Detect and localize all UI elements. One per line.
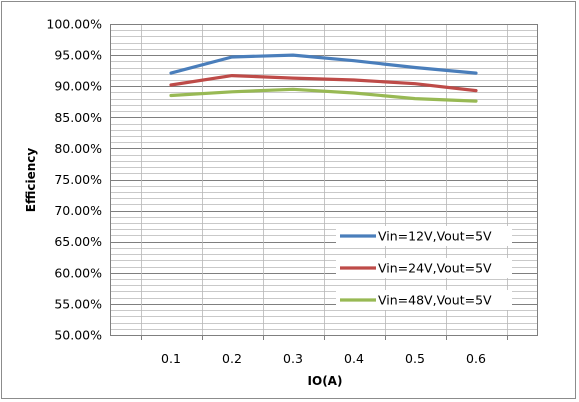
legend-item-bg xyxy=(336,290,512,310)
legend-item-bg xyxy=(336,258,512,278)
plot-area xyxy=(110,24,538,336)
y-axis-title: Efficiency xyxy=(24,148,38,213)
x-tick-label: 0.6 xyxy=(466,351,486,366)
y-tick-label: 95.00% xyxy=(54,48,102,63)
y-tick-label: 50.00% xyxy=(54,328,102,343)
x-axis-ticks: 0.1 0.2 0.3 0.4 0.5 0.6 xyxy=(141,335,508,366)
y-tick-label: 100.00% xyxy=(46,17,102,32)
legend-label-1: Vin=12V,Vout=5V xyxy=(378,229,492,244)
y-tick-label: 85.00% xyxy=(54,110,102,125)
series-line-1 xyxy=(169,53,478,75)
legend-item-bg xyxy=(336,226,512,246)
y-tick-label: 60.00% xyxy=(54,265,102,280)
series-line-3 xyxy=(169,87,478,103)
x-tick-label: 0.5 xyxy=(405,351,425,366)
legend-label-3: Vin=48V,Vout=5V xyxy=(378,293,492,308)
y-tick-label: 70.00% xyxy=(54,203,102,218)
x-tick-label: 0.2 xyxy=(222,351,242,366)
y-tick-label: 65.00% xyxy=(54,234,102,249)
y-tick-label: 80.00% xyxy=(54,141,102,156)
series-line-2 xyxy=(169,73,478,93)
x-tick-label: 0.4 xyxy=(344,351,364,366)
x-tick-label: 0.3 xyxy=(283,351,303,366)
x-axis-title: IO(A) xyxy=(308,374,343,388)
y-tick-label: 75.00% xyxy=(54,172,102,187)
legend-label-2: Vin=24V,Vout=5V xyxy=(378,261,492,276)
x-tick-label: 0.1 xyxy=(161,351,181,366)
y-axis-ticks: 50.00% 55.00% 60.00% 65.00% 70.00% 75.00% 80.0… xyxy=(46,17,102,343)
y-tick-label: 55.00% xyxy=(54,296,102,311)
legend: Vin=12V,Vout=5V Vin=24V,Vout=5V Vin=48V,Vo… xyxy=(336,226,512,310)
y-tick-label: 90.00% xyxy=(54,79,102,94)
series-lines xyxy=(169,53,478,103)
